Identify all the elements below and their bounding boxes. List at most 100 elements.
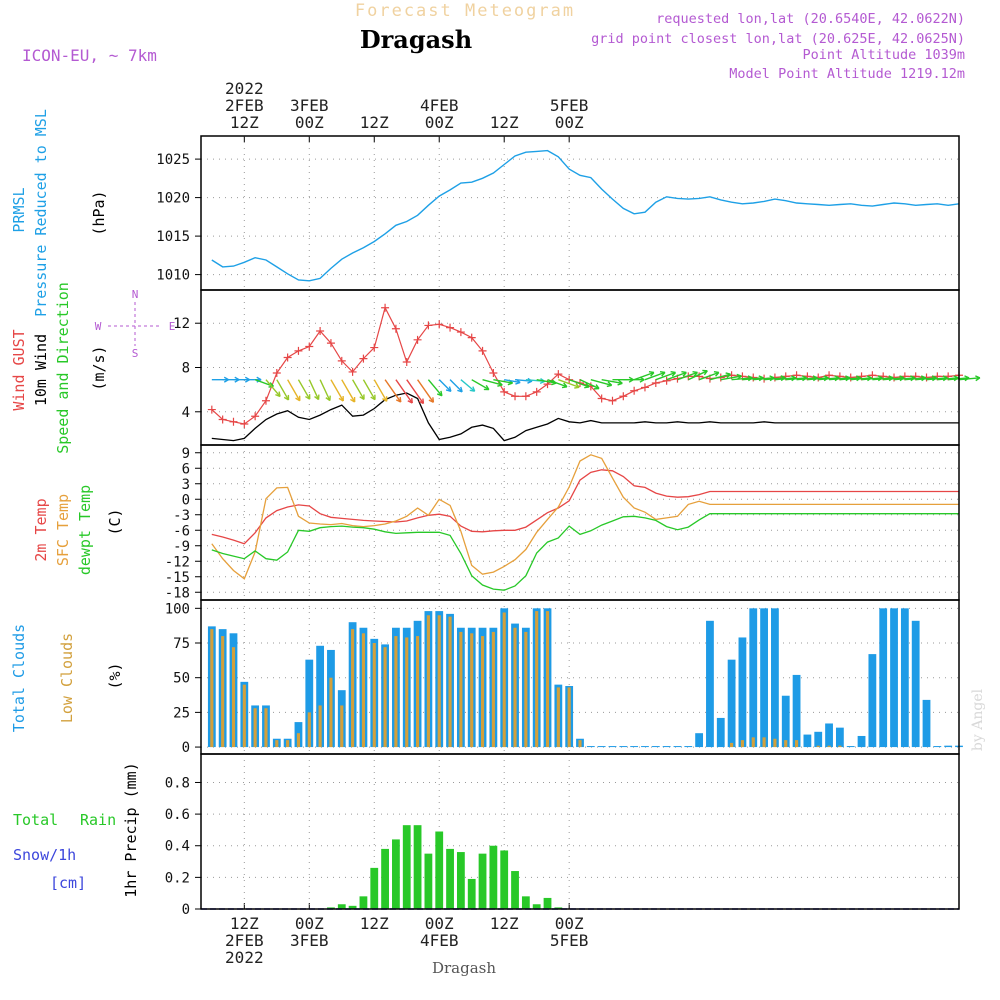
wind-arrow-head	[407, 397, 413, 404]
wind-arrow-head	[314, 394, 320, 401]
total-cloud-bar	[706, 620, 714, 748]
low-cloud-bar	[329, 677, 333, 748]
rain-bar	[478, 853, 487, 909]
y-tick-label: 0	[182, 740, 190, 756]
wind-arrow	[319, 379, 331, 401]
total-cloud-bar	[890, 608, 898, 748]
gust-marker	[511, 392, 520, 401]
gust-marker	[478, 346, 487, 355]
gust-marker	[435, 320, 444, 329]
total-cloud-bar	[911, 620, 920, 748]
total-cloud-bar	[684, 746, 693, 748]
wind-arrow	[460, 379, 476, 392]
bottom-time-label: 4FEB	[420, 931, 459, 950]
wind-dir-label: Speed and Direction	[54, 282, 72, 454]
wind-arrow-head	[457, 386, 463, 393]
total-cloud-bar	[868, 654, 877, 748]
wind-arrow-head	[338, 395, 344, 402]
wind-arrow	[373, 379, 388, 402]
low-cloud-bar	[221, 636, 225, 748]
total-cloud-bar	[673, 746, 682, 748]
wind-arrow-head	[659, 370, 666, 377]
wind-arrow	[568, 379, 590, 388]
total-cloud-bar	[727, 659, 736, 748]
precip-snow-label: Snow/1h	[13, 846, 76, 864]
wind-arrow	[590, 379, 612, 386]
top-time-label: 12Z	[360, 113, 389, 132]
wind-arrow-head	[584, 382, 590, 389]
low-cloud-bar	[437, 615, 441, 748]
gust-marker	[489, 369, 498, 378]
temp-unit: (C)	[106, 508, 124, 535]
bottom-time-label: 00Z	[425, 914, 454, 933]
rain-bar	[532, 904, 541, 909]
total-cloud-bar	[586, 746, 595, 748]
total-cloud-bar	[814, 731, 823, 748]
y-tick-label: -3	[173, 508, 190, 524]
wind-arrow-head	[975, 375, 981, 382]
low-cloud-bar	[795, 740, 799, 748]
precip-frame	[200, 753, 960, 910]
wind-arrow	[330, 379, 344, 402]
clouds-frame	[200, 599, 960, 755]
rain-bar	[456, 852, 465, 909]
low-cloud-bar	[491, 631, 495, 748]
wind-arrow	[774, 377, 796, 381]
gust-marker	[305, 342, 314, 351]
requested-coords: requested lon,lat (20.6540E, 42.0622N)	[656, 11, 965, 27]
gust-marker	[500, 387, 509, 396]
y-tick-label: 1015	[156, 229, 190, 245]
total-cloud-bar	[825, 723, 833, 748]
gust-marker	[283, 353, 292, 362]
y-tick-label: 4	[182, 405, 190, 421]
compass-n: N	[132, 288, 139, 301]
gust-marker	[240, 419, 249, 428]
top-time-label: 3FEB	[290, 96, 329, 115]
bottom-time-label: 3FEB	[290, 931, 329, 950]
total-cloud-bar	[944, 745, 953, 748]
wind-arrow	[796, 377, 818, 381]
low-cloud-bar	[535, 611, 539, 748]
top-time-label: 2022	[225, 79, 264, 98]
wind-arrow-head	[395, 396, 402, 403]
low-cloud-bar	[340, 705, 344, 748]
low-cloud-bar	[502, 612, 506, 748]
wind-arrow	[839, 377, 861, 381]
low-cloud-bar	[556, 687, 560, 748]
rain-bar	[392, 839, 400, 909]
wind-arrow	[558, 379, 580, 388]
bottom-time-label: 2FEB	[225, 931, 264, 950]
wind-arrow-head	[681, 371, 687, 377]
low-cloud-bar	[242, 684, 246, 748]
wind-arrow	[850, 377, 872, 381]
gust-marker	[662, 376, 671, 385]
low-cloud-bar	[567, 687, 571, 748]
rain-bar	[337, 904, 346, 909]
rain-bar	[467, 878, 476, 909]
low-cloud-bar	[740, 740, 744, 748]
compass-w: W	[95, 320, 102, 333]
rain-bar	[543, 897, 552, 909]
low-cloud-bar	[264, 708, 268, 748]
clouds-panel: 0 25 50 75 100	[165, 599, 963, 756]
model-label: ICON-EU, ~ 7km	[22, 46, 157, 65]
low-cloud-bar	[318, 705, 322, 748]
top-time-label: 5FEB	[550, 96, 589, 115]
grid-coords: grid point closest lon,lat (20.625E, 42.…	[591, 31, 965, 47]
gust-marker	[532, 387, 541, 396]
y-tick-label: 8	[182, 361, 190, 377]
wind-arrow	[687, 370, 708, 381]
total-cloud-bar	[857, 735, 866, 748]
wind-arrow-head	[283, 394, 290, 401]
precip-rain-label: Rain	[80, 811, 116, 829]
low-cloud-bar	[524, 631, 528, 748]
y-tick-label: -6	[173, 523, 190, 539]
wind-arrow	[937, 377, 959, 381]
wind-arrow	[785, 377, 807, 381]
bottom-time-label: 12Z	[360, 914, 389, 933]
y-tick-label: 1010	[156, 268, 190, 284]
precip-snow-unit: [cm]	[50, 874, 86, 892]
total-cloud-bar	[900, 608, 909, 748]
low-cloud-bar	[253, 708, 257, 748]
